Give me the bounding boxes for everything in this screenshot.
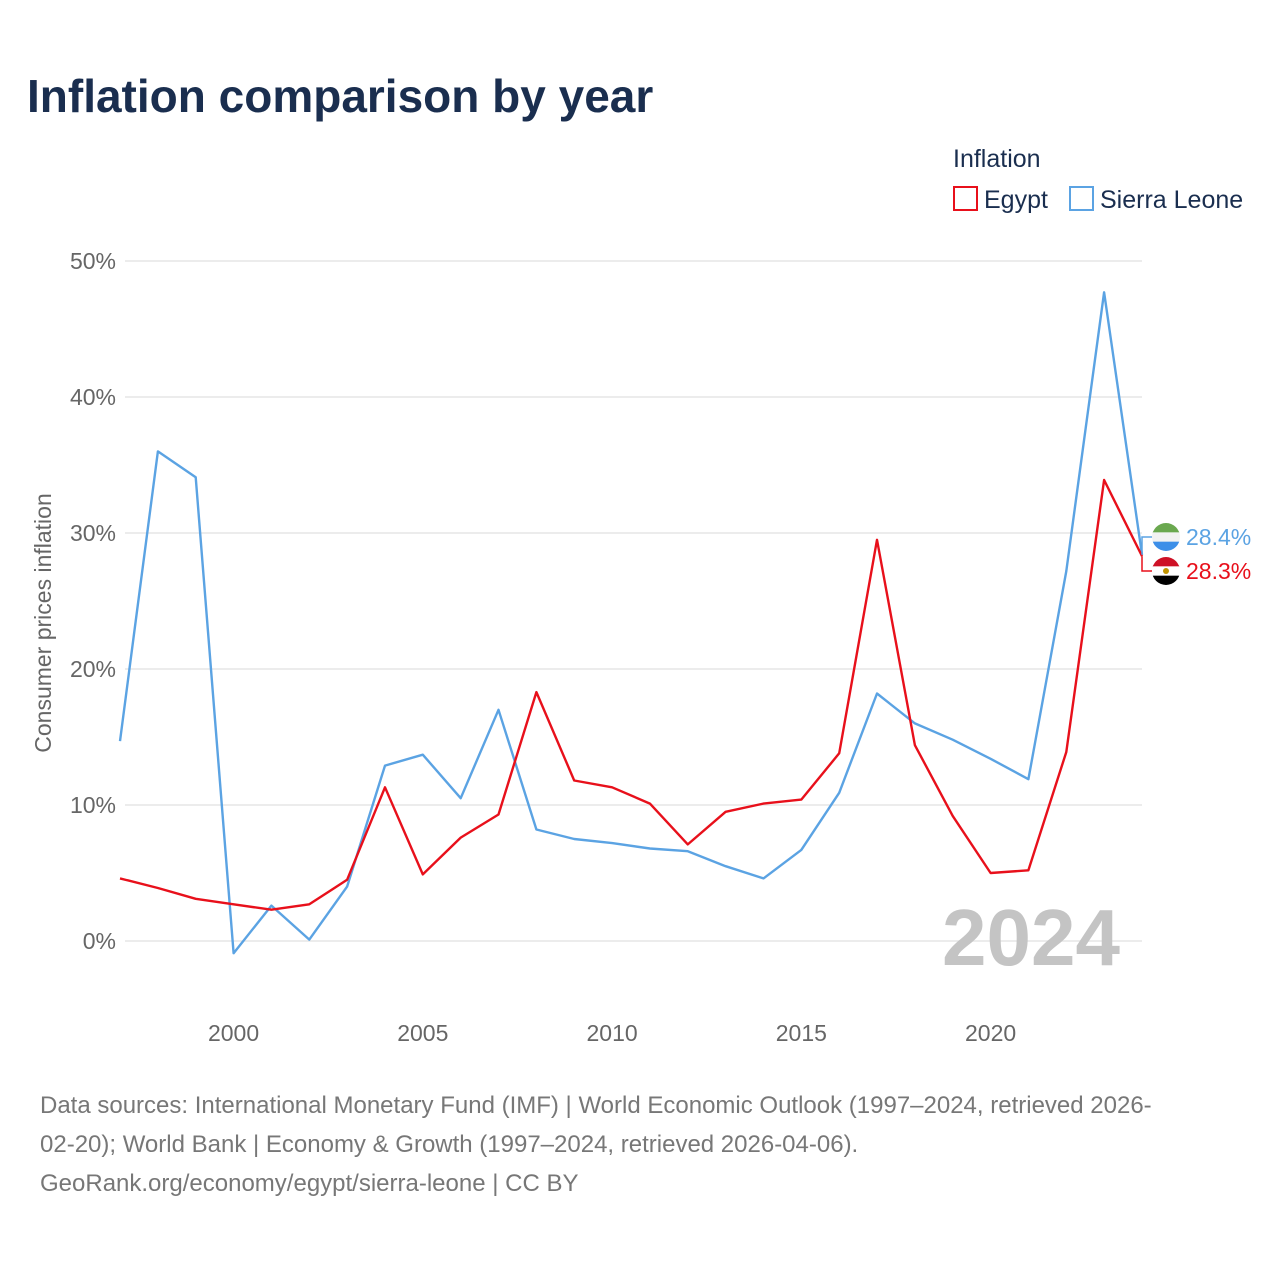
y-tick-label: 10% bbox=[70, 792, 116, 818]
grid bbox=[125, 260, 1142, 942]
sierra-leone-flag-icon bbox=[1152, 523, 1180, 551]
x-tick-label: 2015 bbox=[776, 1020, 827, 1046]
end-connector-egypt bbox=[1141, 556, 1152, 572]
egypt-flag-icon bbox=[1152, 557, 1180, 585]
legend: Egypt Sierra Leone bbox=[953, 186, 1243, 214]
year-watermark: 2024 bbox=[942, 893, 1120, 982]
y-axis: 0% 10% 20% 30% 40% 50% bbox=[70, 248, 116, 954]
end-label-egypt: 28.3% bbox=[1186, 558, 1251, 584]
x-axis: 2000 2005 2010 2015 2020 bbox=[208, 1020, 1016, 1046]
footer-line-3: GeoRank.org/economy/egypt/sierra-leone |… bbox=[40, 1170, 579, 1197]
legend-title: Inflation bbox=[953, 145, 1041, 173]
y-tick-label: 20% bbox=[70, 656, 116, 682]
end-label-sierra-leone: 28.4% bbox=[1186, 524, 1251, 550]
end-labels: 28.3% 28.4% bbox=[1141, 523, 1251, 585]
series-line-sierra-leone bbox=[118, 291, 1144, 955]
x-tick-label: 2000 bbox=[208, 1020, 259, 1046]
footer-line-1: Data sources: International Monetary Fun… bbox=[40, 1092, 1152, 1119]
footer-line-2: 02-20); World Bank | Economy & Growth (1… bbox=[40, 1131, 858, 1158]
y-axis-label: Consumer prices inflation bbox=[30, 493, 56, 753]
legend-swatch-egypt bbox=[953, 186, 978, 211]
x-tick-label: 2010 bbox=[586, 1020, 637, 1046]
y-tick-label: 30% bbox=[70, 520, 116, 546]
legend-swatch-sierra-leone bbox=[1069, 186, 1094, 211]
chart-title: Inflation comparison by year bbox=[27, 70, 653, 122]
y-tick-label: 0% bbox=[83, 928, 116, 954]
end-connector-sierra-leone bbox=[1141, 536, 1152, 555]
series-lines bbox=[118, 291, 1144, 955]
x-tick-label: 2020 bbox=[965, 1020, 1016, 1046]
legend-label-egypt: Egypt bbox=[984, 186, 1048, 214]
y-tick-label: 40% bbox=[70, 384, 116, 410]
x-tick-label: 2005 bbox=[397, 1020, 448, 1046]
legend-label-sierra-leone: Sierra Leone bbox=[1100, 186, 1243, 214]
y-tick-label: 50% bbox=[70, 248, 116, 274]
series-line-egypt bbox=[119, 478, 1144, 911]
